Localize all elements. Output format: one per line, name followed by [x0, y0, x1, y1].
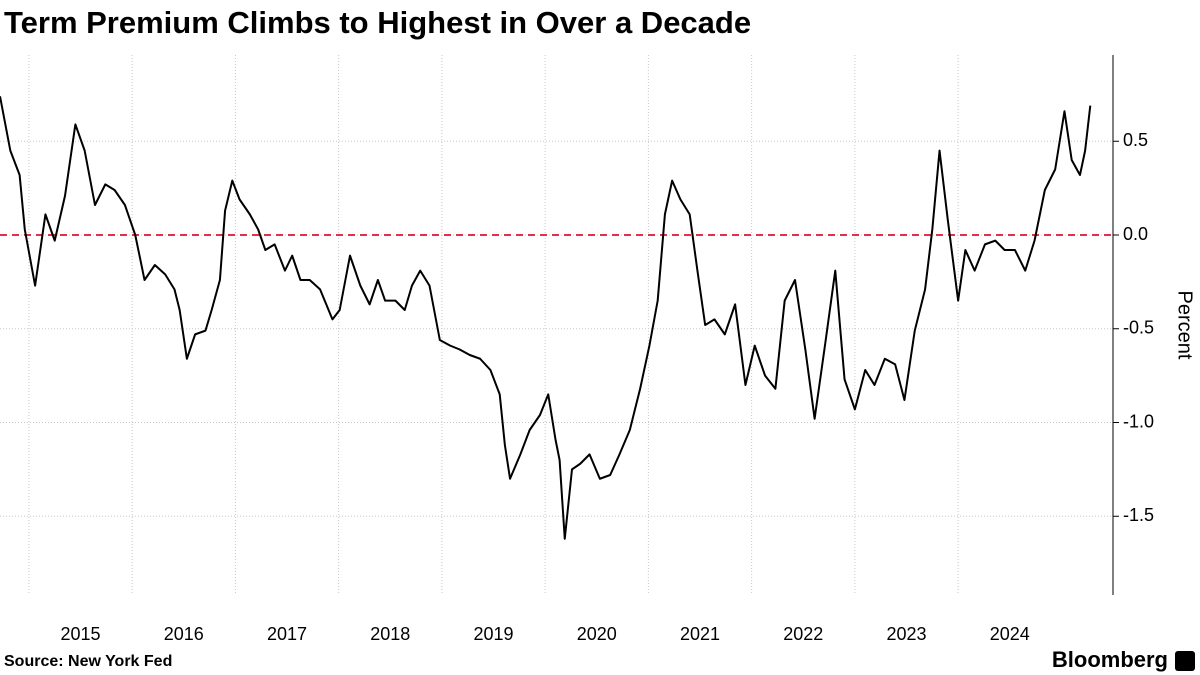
brand-icon: [1175, 651, 1195, 671]
x-tick-label: 2023: [886, 624, 926, 644]
line: [0, 96, 1092, 540]
y-tick-label: -1.5: [1123, 505, 1154, 525]
x-tick-label: 2024: [990, 624, 1030, 644]
y-tick-label: 0.0: [1123, 224, 1148, 244]
source: Source: New York Fed: [4, 653, 172, 670]
y-tick-label: 0.5: [1123, 130, 1148, 150]
y-tick-label: -0.5: [1123, 318, 1154, 338]
x-tick-label: 2018: [370, 624, 410, 644]
brand: Bloomberg: [1052, 647, 1168, 672]
x-tick-label: 2021: [680, 624, 720, 644]
x-tick-label: 2015: [61, 624, 101, 644]
y-axis-label: Percent: [1174, 291, 1196, 360]
y-tick-label: -1.0: [1123, 411, 1154, 431]
x-tick-label: 2017: [267, 624, 307, 644]
x-tick-label: 2020: [577, 624, 617, 644]
x-tick-label: 2022: [783, 624, 823, 644]
x-tick-label: 2019: [473, 624, 513, 644]
x-tick-label: 2016: [164, 624, 204, 644]
chart-title: Term Premium Climbs to Highest in Over a…: [4, 5, 751, 40]
